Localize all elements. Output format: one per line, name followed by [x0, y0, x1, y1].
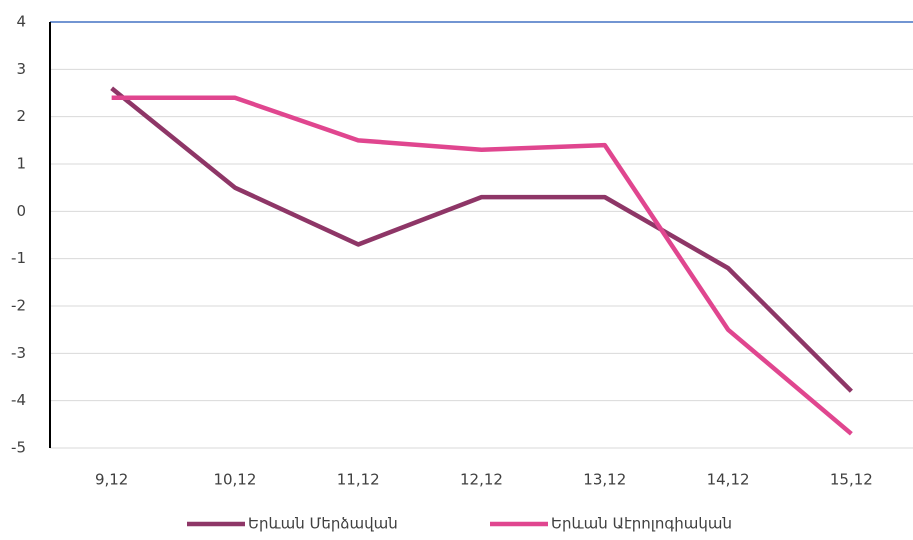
y-tick-label: 2: [16, 107, 26, 125]
y-tick-label: -4: [11, 391, 26, 409]
y-tick-label: -3: [11, 344, 26, 362]
x-tick-label: 14,12: [707, 471, 750, 489]
y-tick-label: -1: [11, 249, 26, 267]
legend-label: Երևան Աէրոլոգիական: [551, 515, 732, 533]
x-tick-label: 9,12: [95, 471, 128, 489]
y-tick-label: 3: [16, 60, 26, 78]
y-tick-label: -5: [11, 439, 26, 457]
y-tick-label: 4: [16, 13, 26, 31]
y-tick-label: 0: [16, 202, 26, 220]
x-tick-label: 11,12: [337, 471, 380, 489]
x-tick-label: 15,12: [830, 471, 873, 489]
y-tick-label: 1: [16, 155, 26, 173]
y-tick-label: -2: [11, 297, 26, 315]
x-tick-label: 12,12: [460, 471, 503, 489]
legend-label: Երևան Մերձավան: [248, 515, 398, 533]
series-line: [111, 95, 853, 436]
x-tick-label: 10,12: [213, 471, 256, 489]
series-line: [110, 86, 853, 393]
x-tick-label: 13,12: [583, 471, 626, 489]
